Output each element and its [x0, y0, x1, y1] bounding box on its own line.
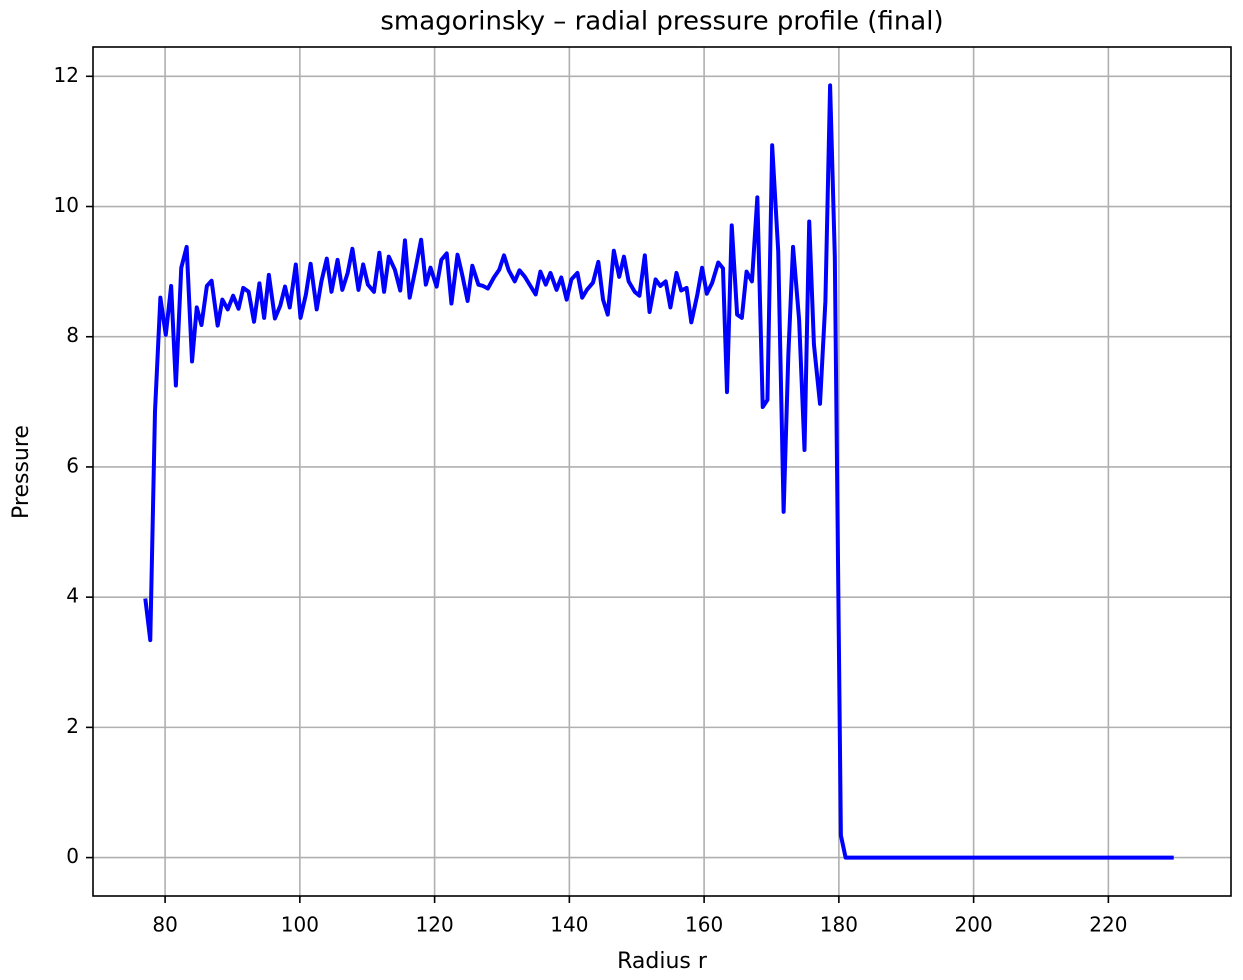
x-axis-label: Radius r [617, 949, 708, 974]
x-tick-label: 180 [820, 913, 858, 937]
x-tick-label: 160 [685, 913, 723, 937]
x-tick-label: 120 [416, 913, 454, 937]
plot-frame [92, 46, 1232, 897]
chart-title: smagorinsky – radial pressure profile (f… [380, 7, 943, 37]
x-tick-label: 140 [550, 913, 588, 937]
x-tick-label: 220 [1089, 913, 1127, 937]
x-tick-label: 200 [955, 913, 993, 937]
y-axis-label: Pressure [9, 425, 34, 519]
y-tick-label: 2 [66, 714, 79, 738]
y-tick-label: 4 [66, 584, 79, 608]
y-tick-label: 10 [54, 193, 79, 217]
y-tick-label: 12 [54, 63, 79, 87]
y-tick-label: 6 [66, 453, 79, 477]
x-tick-label: 100 [281, 913, 319, 937]
x-tick-label: 80 [152, 913, 177, 937]
y-tick-label: 0 [66, 844, 79, 868]
data-line [143, 83, 1174, 860]
y-tick-label: 8 [66, 323, 79, 347]
